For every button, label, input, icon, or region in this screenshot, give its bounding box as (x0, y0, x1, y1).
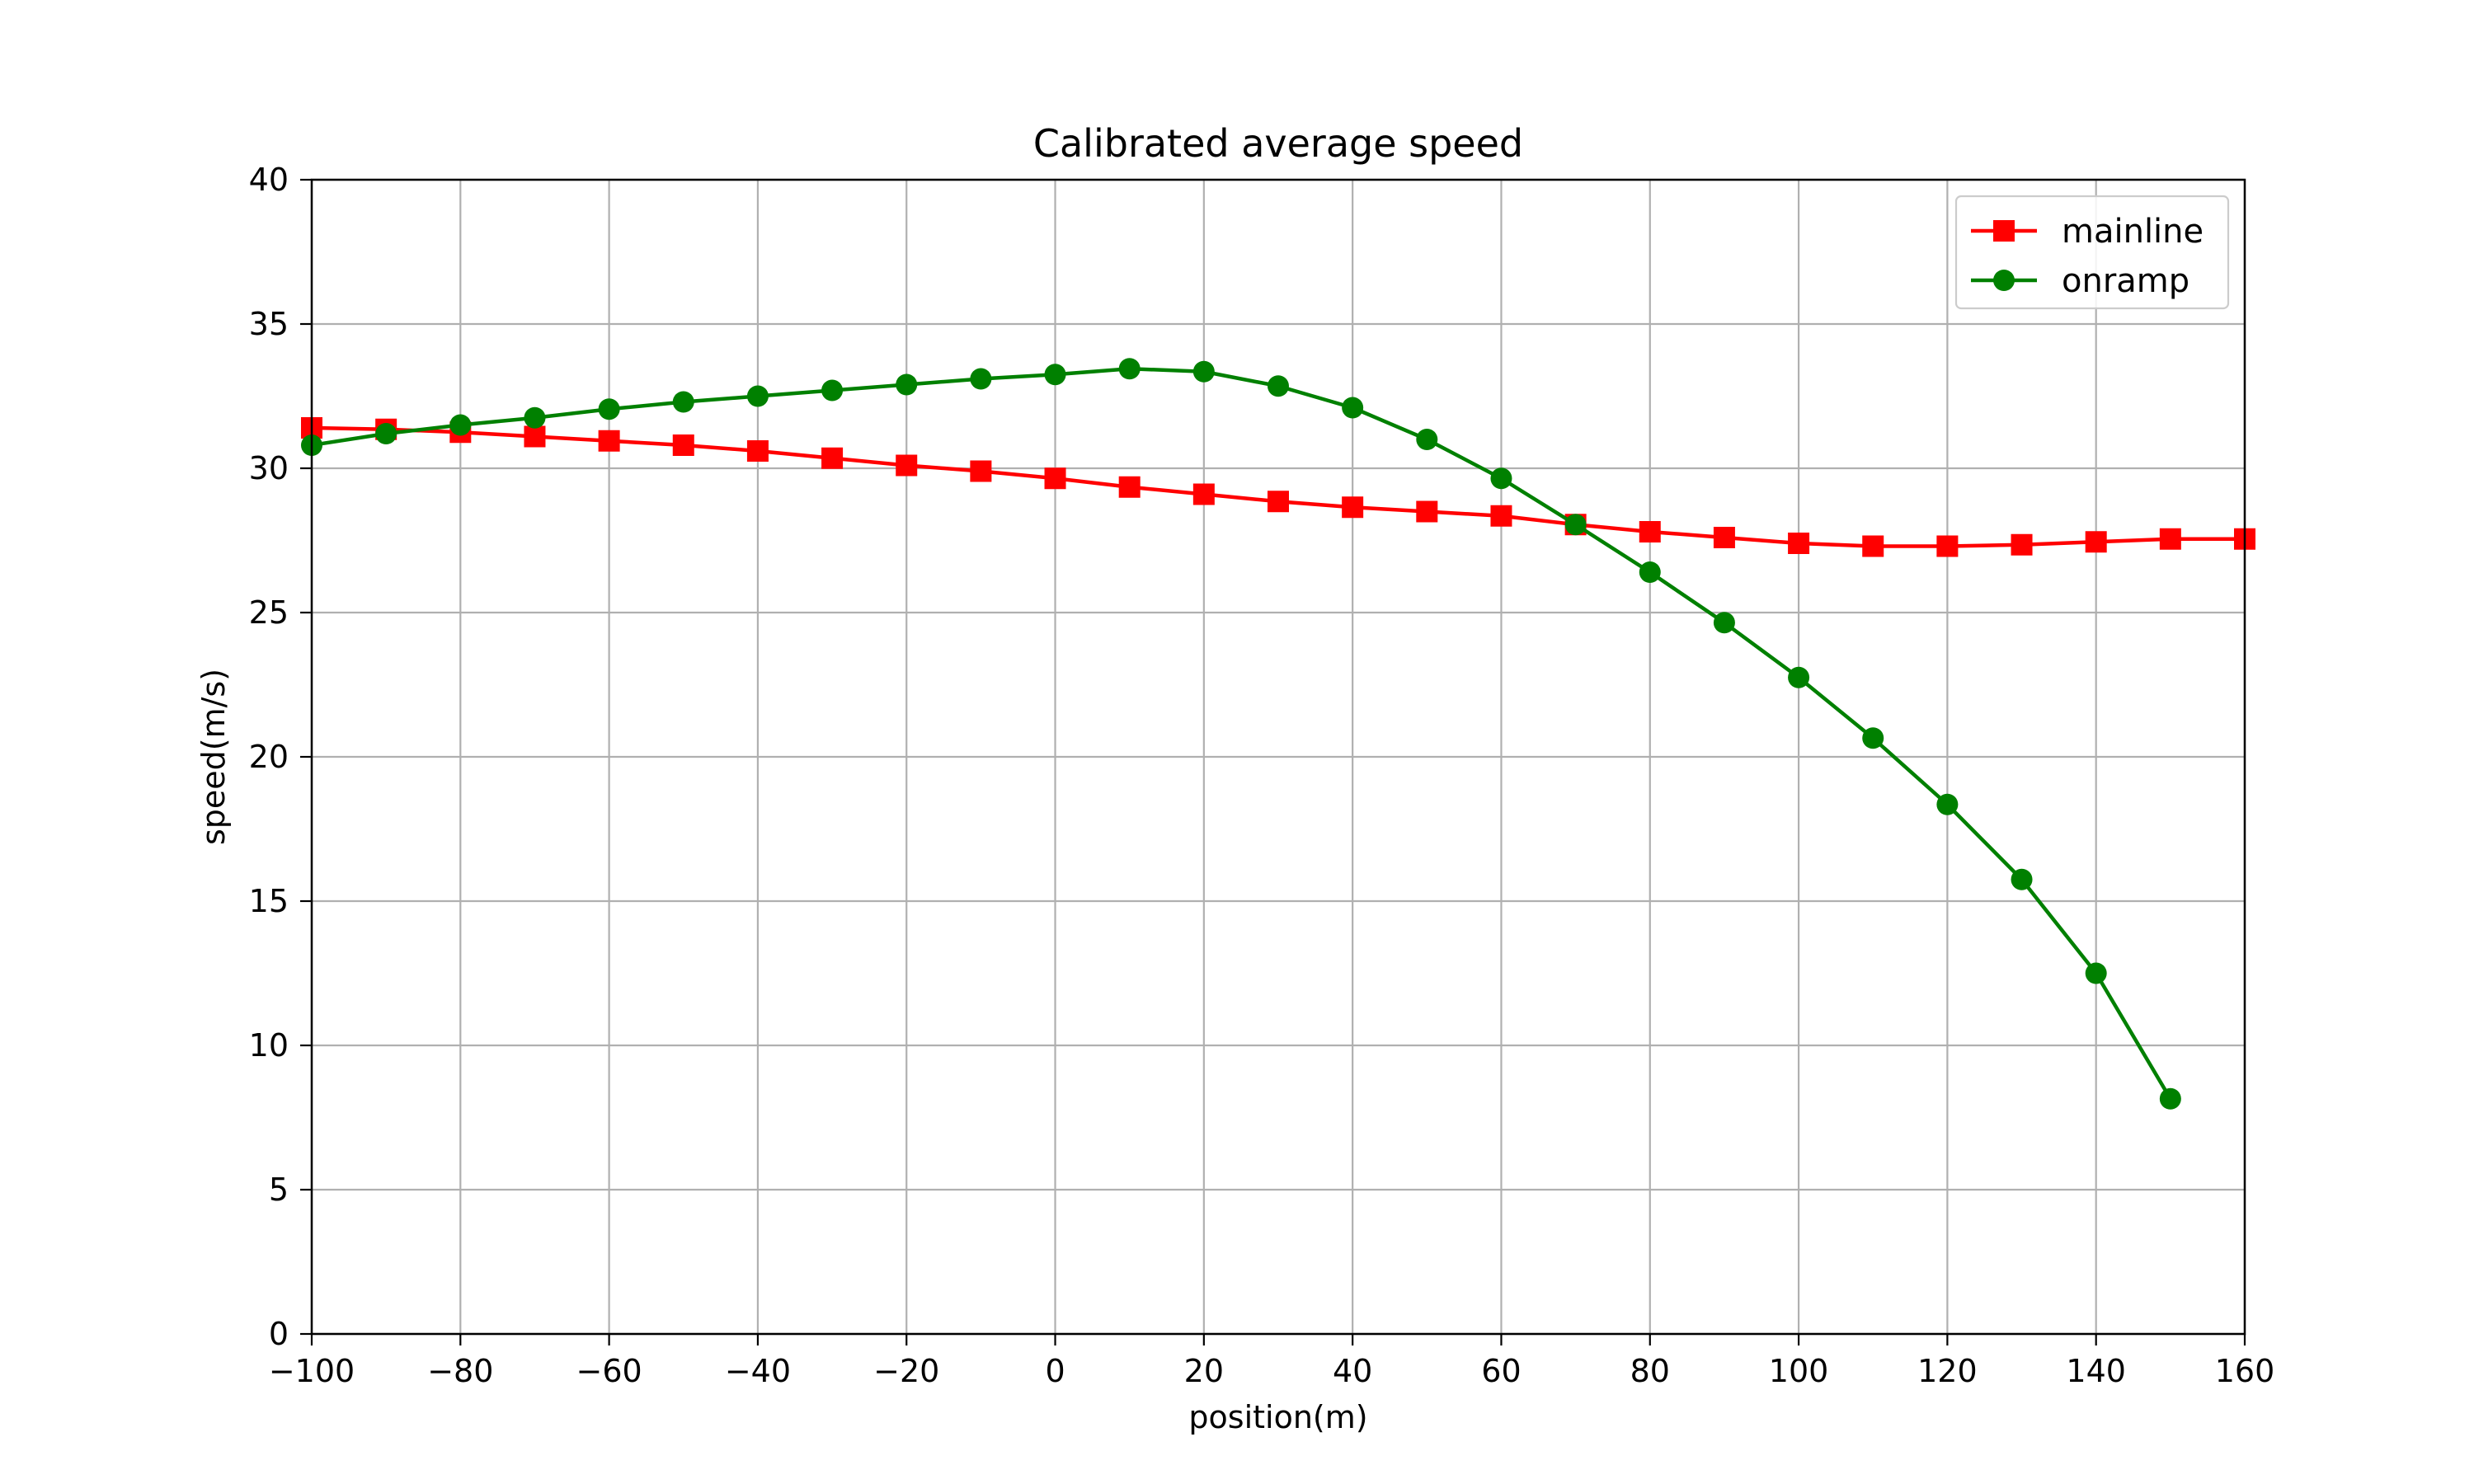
y-tick-label: 25 (249, 594, 289, 631)
x-axis-label: position(m) (1188, 1399, 1367, 1435)
data-point-mainline (1490, 505, 1512, 527)
legend-label-mainline: mainline (2062, 213, 2204, 251)
data-point-mainline (1192, 483, 1215, 505)
data-point-onramp (1044, 364, 1066, 386)
data-point-onramp (1713, 612, 1735, 634)
data-point-mainline (1713, 527, 1735, 548)
x-tick-label: 160 (2215, 1353, 2275, 1389)
data-point-onramp (2011, 868, 2033, 890)
data-point-onramp (375, 423, 397, 444)
data-point-onramp (1416, 429, 1438, 450)
data-point-onramp (524, 406, 546, 429)
data-point-mainline (970, 460, 992, 482)
x-tick-label: 120 (1917, 1353, 1978, 1389)
x-tick-label: −60 (576, 1353, 642, 1389)
y-tick-label: 35 (249, 306, 289, 342)
series-line-onramp (311, 367, 2172, 1100)
legend-marker-onramp (1993, 270, 2015, 291)
data-point-mainline (1416, 500, 1438, 523)
x-tick-label: −40 (725, 1353, 791, 1389)
series-onramp (301, 358, 2181, 1110)
data-point-mainline (746, 440, 769, 462)
chart-title: Calibrated average speed (1033, 121, 1523, 166)
data-point-mainline (672, 434, 694, 456)
data-point-mainline (1118, 476, 1141, 498)
x-tick-label: 40 (1333, 1353, 1372, 1389)
data-point-onramp (598, 398, 620, 420)
axis-ticks: −100 −80 −60 −40 −20 0 20 40 60 80 100 120 140 160 0 5 1… (249, 162, 2275, 1389)
data-point-onramp (1268, 375, 1289, 397)
data-point-mainline (1639, 521, 1661, 542)
data-point-onramp (1118, 358, 1141, 380)
y-tick-label: 0 (269, 1316, 289, 1352)
x-tick-label: −80 (427, 1353, 493, 1389)
x-tick-label: −100 (269, 1353, 355, 1389)
data-point-onramp (896, 373, 918, 396)
data-point-mainline (1862, 535, 1884, 557)
data-point-onramp (672, 391, 694, 413)
data-point-mainline (1788, 533, 1810, 554)
data-point-onramp (2085, 962, 2107, 984)
x-tick-label: 60 (1481, 1353, 1521, 1389)
data-point-mainline (2011, 533, 2033, 556)
legend-label-onramp: onramp (2062, 262, 2189, 300)
data-point-onramp (746, 385, 769, 407)
y-axis-label: speed(m/s) (195, 669, 232, 845)
data-point-mainline (2159, 528, 2181, 550)
data-point-onramp (1192, 360, 1215, 383)
y-tick-label: 5 (269, 1172, 289, 1208)
data-point-onramp (1490, 467, 1512, 490)
data-point-mainline (896, 454, 918, 477)
x-tick-label: −20 (873, 1353, 939, 1389)
series-layer (301, 358, 2255, 1110)
data-point-onramp (970, 368, 992, 390)
data-point-mainline (2085, 531, 2107, 553)
data-point-mainline (524, 425, 546, 448)
y-tick-label: 40 (249, 162, 289, 198)
series-mainline (301, 417, 2255, 557)
data-point-onramp (1564, 514, 1587, 536)
data-point-mainline (1044, 467, 1066, 490)
data-point-onramp (1342, 397, 1364, 419)
y-tick-label: 15 (249, 883, 289, 919)
x-tick-label: 20 (1184, 1353, 1224, 1389)
data-point-mainline (598, 430, 620, 452)
x-tick-label: 100 (1769, 1353, 1829, 1389)
y-tick-label: 20 (249, 739, 289, 775)
data-point-mainline (821, 447, 844, 469)
data-point-onramp (449, 414, 472, 436)
x-tick-label: 80 (1630, 1353, 1670, 1389)
x-tick-label: 0 (1045, 1353, 1065, 1389)
data-point-onramp (1862, 727, 1884, 749)
data-point-onramp (2159, 1087, 2181, 1110)
legend-marker-mainline (1993, 220, 2015, 242)
data-point-onramp (1639, 561, 1661, 583)
x-tick-label: 140 (2066, 1353, 2126, 1389)
data-point-mainline (1342, 496, 1364, 519)
data-point-mainline (1268, 491, 1289, 513)
y-tick-label: 30 (249, 450, 289, 486)
data-point-onramp (1788, 666, 1810, 688)
legend: mainline onramp (1954, 195, 2230, 310)
data-point-onramp (1936, 793, 1959, 815)
data-point-mainline (1936, 535, 1959, 557)
y-tick-label: 10 (249, 1027, 289, 1064)
data-point-onramp (821, 379, 844, 402)
